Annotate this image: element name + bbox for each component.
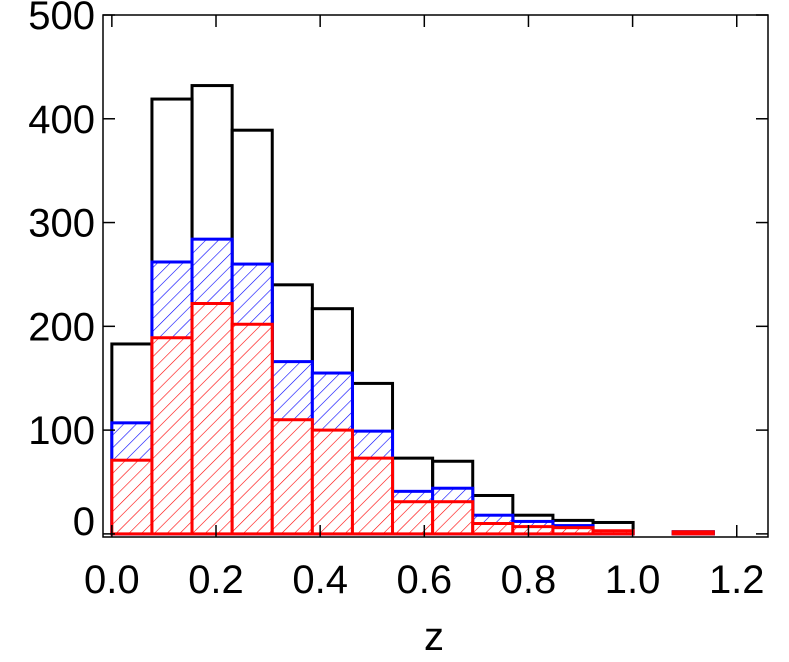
y-tick-label: 400 — [28, 98, 95, 142]
bar — [230, 322, 274, 536]
x-tick-label: 0.8 — [501, 558, 557, 602]
x-tick-label: 1.0 — [605, 558, 661, 602]
bar — [431, 500, 475, 536]
x-tick-label: 0.2 — [188, 558, 244, 602]
bar — [471, 522, 515, 536]
y-tick-label: 200 — [28, 305, 95, 349]
x-tick-label: 0.6 — [396, 558, 452, 602]
bar — [110, 458, 154, 536]
bar — [310, 428, 354, 536]
bar — [591, 529, 635, 536]
x-tick-label: 1.2 — [709, 558, 765, 602]
x-axis-label: z — [424, 615, 444, 657]
bar — [350, 456, 395, 536]
bar — [551, 526, 595, 536]
bar — [671, 530, 715, 536]
y-tick-label: 0 — [73, 500, 95, 544]
y-tick-label: 100 — [28, 409, 95, 453]
x-tick-label: 0.0 — [84, 558, 140, 602]
plot-frame — [102, 14, 769, 538]
bar — [150, 336, 194, 536]
y-tick-label: 300 — [28, 202, 95, 246]
y-tick-label: 500 — [28, 0, 95, 38]
bar — [190, 302, 234, 536]
x-tick-label: 0.4 — [292, 558, 348, 602]
bar — [391, 500, 435, 536]
bar — [511, 525, 555, 536]
bar — [270, 418, 314, 536]
